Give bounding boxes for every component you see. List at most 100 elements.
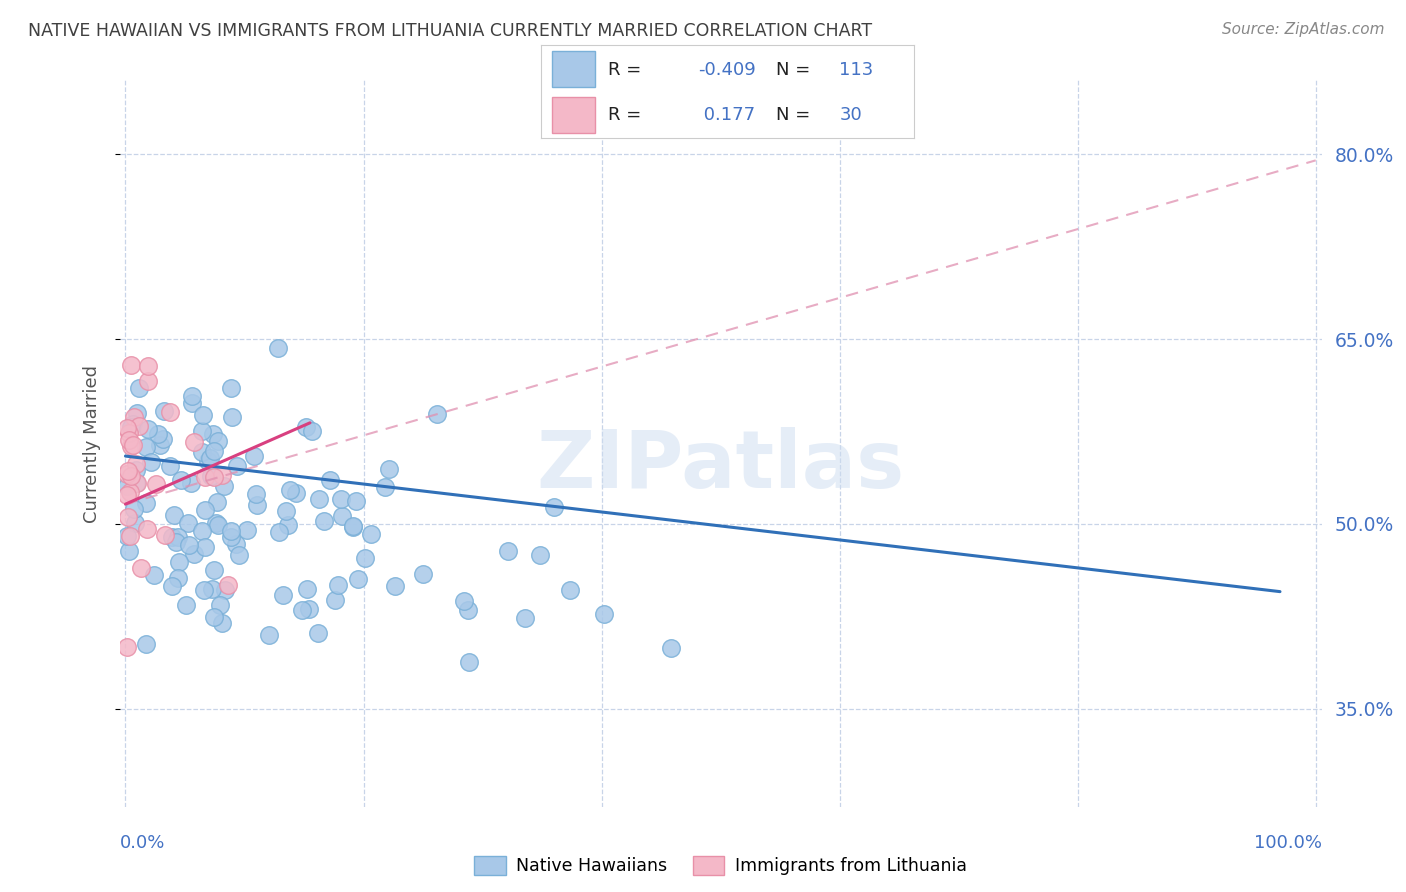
Point bbox=[457, 656, 479, 670]
Point bbox=[274, 504, 297, 518]
Point bbox=[152, 432, 174, 446]
Point bbox=[273, 588, 295, 602]
Point bbox=[225, 537, 247, 551]
Point bbox=[181, 396, 204, 410]
Point bbox=[217, 578, 239, 592]
Point bbox=[125, 406, 148, 420]
Point bbox=[245, 487, 267, 501]
Point bbox=[301, 424, 323, 438]
Point bbox=[202, 563, 225, 577]
Point bbox=[136, 374, 159, 388]
Point bbox=[342, 520, 364, 534]
Point bbox=[145, 476, 167, 491]
Point bbox=[242, 450, 264, 464]
Point bbox=[121, 438, 143, 452]
Point bbox=[284, 485, 307, 500]
Point bbox=[225, 459, 247, 474]
Point bbox=[167, 530, 190, 544]
Point bbox=[330, 509, 353, 524]
Point bbox=[412, 566, 434, 581]
Point bbox=[295, 582, 318, 596]
Point bbox=[180, 475, 202, 490]
Point bbox=[115, 479, 138, 493]
Point bbox=[125, 463, 148, 477]
Point bbox=[312, 514, 335, 528]
Point bbox=[122, 410, 145, 425]
Point bbox=[221, 381, 243, 395]
Point bbox=[167, 571, 190, 585]
Point bbox=[125, 457, 148, 471]
Point bbox=[267, 524, 290, 539]
Point bbox=[115, 488, 138, 502]
Point bbox=[659, 640, 682, 655]
Point bbox=[291, 602, 314, 616]
Point bbox=[135, 637, 157, 651]
Text: R =: R = bbox=[609, 61, 647, 78]
Point bbox=[295, 420, 318, 434]
Point bbox=[115, 640, 138, 654]
Text: 30: 30 bbox=[839, 106, 862, 124]
Point bbox=[202, 427, 225, 442]
Point bbox=[543, 500, 565, 514]
Point bbox=[127, 475, 149, 490]
Text: 113: 113 bbox=[839, 61, 873, 78]
Point bbox=[193, 583, 215, 598]
Point bbox=[308, 491, 330, 506]
Text: R =: R = bbox=[609, 106, 647, 124]
Text: ZIPatlas: ZIPatlas bbox=[537, 426, 904, 505]
Point bbox=[191, 424, 214, 438]
Point bbox=[136, 422, 159, 436]
Point bbox=[120, 420, 142, 434]
Point bbox=[214, 479, 236, 493]
Point bbox=[190, 524, 212, 538]
Point bbox=[180, 389, 202, 403]
Point bbox=[318, 473, 340, 487]
Point bbox=[529, 548, 551, 562]
Point bbox=[115, 529, 138, 543]
Text: -0.409: -0.409 bbox=[697, 61, 755, 78]
Point bbox=[211, 615, 233, 630]
Point bbox=[245, 498, 267, 512]
Point bbox=[267, 341, 290, 355]
Point bbox=[122, 501, 145, 516]
Point bbox=[166, 535, 188, 549]
Point bbox=[122, 417, 145, 431]
Point bbox=[174, 599, 197, 613]
Point bbox=[149, 438, 172, 452]
Point bbox=[236, 523, 259, 537]
Point bbox=[159, 405, 181, 419]
Text: NATIVE HAWAIIAN VS IMMIGRANTS FROM LITHUANIA CURRENTLY MARRIED CORRELATION CHART: NATIVE HAWAIIAN VS IMMIGRANTS FROM LITHU… bbox=[28, 22, 872, 40]
Point bbox=[298, 602, 321, 616]
Point bbox=[200, 450, 222, 465]
Point bbox=[308, 626, 330, 640]
Point bbox=[148, 426, 170, 441]
Point bbox=[207, 434, 229, 448]
Point bbox=[214, 583, 236, 598]
Point bbox=[152, 404, 174, 418]
Point bbox=[384, 579, 406, 593]
Point bbox=[193, 408, 215, 422]
Point bbox=[228, 548, 250, 562]
Point bbox=[328, 578, 350, 592]
Point bbox=[125, 475, 148, 490]
Point bbox=[118, 426, 141, 441]
Point bbox=[118, 543, 141, 558]
FancyBboxPatch shape bbox=[553, 51, 595, 87]
Point bbox=[194, 469, 217, 483]
Point bbox=[200, 469, 222, 483]
Point bbox=[209, 599, 232, 613]
Point bbox=[142, 568, 165, 582]
Point bbox=[515, 611, 537, 625]
Point bbox=[124, 516, 146, 530]
Point bbox=[120, 358, 142, 372]
Point bbox=[128, 419, 150, 434]
Point bbox=[128, 381, 150, 395]
Point bbox=[117, 510, 139, 524]
Point bbox=[176, 516, 198, 530]
Point bbox=[159, 458, 181, 473]
Point bbox=[360, 527, 382, 541]
Point bbox=[211, 468, 233, 483]
Y-axis label: Currently Married: Currently Married bbox=[83, 365, 101, 523]
Point bbox=[183, 434, 205, 449]
Point bbox=[191, 444, 214, 458]
